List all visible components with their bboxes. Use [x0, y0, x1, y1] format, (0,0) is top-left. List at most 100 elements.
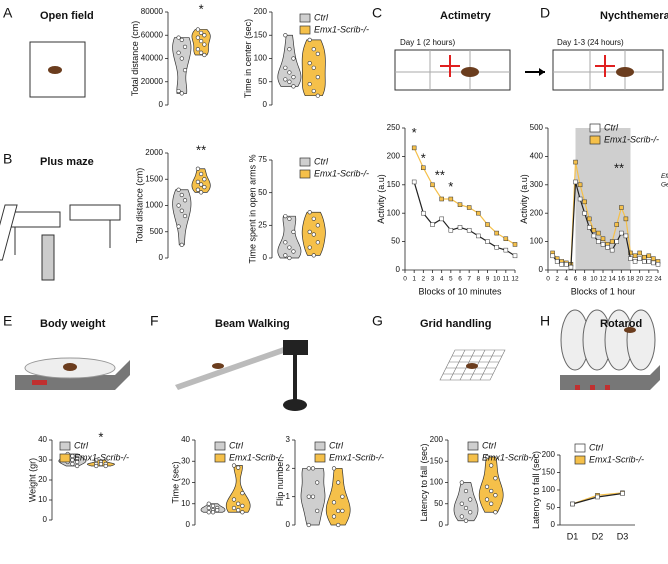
y-tick-label: 75 — [258, 155, 267, 164]
x-tick-label: 1 — [412, 276, 416, 283]
legend-label: Emx1-Scrib-/- — [314, 168, 369, 178]
data-point — [623, 233, 629, 239]
x-tick-label: 4 — [440, 276, 444, 283]
data-point — [179, 37, 184, 43]
x-tick-label: D1 — [567, 531, 579, 541]
legend-label: Ctrl — [229, 440, 244, 450]
y-axis-label: Latency to fall (sec) — [531, 451, 541, 529]
data-point — [307, 229, 312, 234]
y-tick-label: 1500 — [145, 174, 163, 183]
x-tick-label: 7 — [467, 276, 471, 283]
data-point — [202, 185, 207, 190]
data-point — [176, 50, 181, 55]
data-point — [637, 250, 642, 256]
data-point — [236, 501, 241, 506]
data-point — [70, 457, 75, 463]
legend-label: Emx1-Scrib-/- — [314, 24, 369, 34]
y-tick-label: 60000 — [141, 30, 164, 39]
panel-title: Actimetry — [440, 10, 492, 22]
data-point — [231, 463, 237, 468]
data-point — [306, 494, 311, 499]
data-point — [591, 227, 597, 233]
data-point — [457, 225, 463, 230]
y-axis-label: Latency to fall (sec) — [419, 443, 429, 521]
data-point — [315, 223, 320, 228]
data-point — [512, 242, 518, 247]
data-point — [306, 466, 311, 471]
data-point — [493, 476, 498, 481]
data-point — [646, 253, 652, 259]
data-point — [206, 510, 211, 515]
y-tick-label: 500 — [530, 123, 544, 132]
data-point — [176, 35, 181, 40]
data-point — [596, 230, 601, 236]
data-point — [457, 202, 463, 207]
data-point — [311, 216, 316, 221]
panel-letter: D — [540, 5, 550, 21]
significance: * — [98, 429, 103, 444]
y-tick-label: 1 — [286, 492, 291, 501]
y-tick-label: 0 — [396, 265, 401, 274]
data-point — [307, 37, 312, 43]
beam — [175, 340, 308, 411]
legend-swatch — [467, 441, 479, 451]
y-tick-label: 50 — [546, 503, 555, 512]
data-point — [484, 484, 490, 489]
data-point — [315, 240, 320, 245]
legend-swatch — [214, 453, 226, 463]
x-tick-label: 0 — [403, 276, 407, 283]
data-point — [600, 242, 606, 247]
data-point — [311, 88, 316, 94]
legend-label: Ctrl — [604, 122, 619, 132]
legend-label: Ctrl — [589, 442, 604, 452]
y-tick-label: 25 — [258, 220, 267, 229]
data-point — [493, 493, 498, 498]
data-point — [655, 262, 661, 267]
data-point — [283, 77, 288, 82]
violin — [325, 467, 351, 526]
arrow-head — [539, 68, 545, 76]
data-point — [195, 27, 200, 32]
data-point — [577, 196, 583, 202]
data-point — [291, 74, 296, 80]
grid — [439, 349, 506, 381]
data-point — [98, 461, 104, 467]
y-tick-label: 200 — [430, 435, 444, 444]
data-point — [619, 205, 624, 210]
data-point — [489, 501, 494, 506]
data-point — [240, 510, 245, 515]
data-point — [632, 253, 638, 259]
data-point — [182, 68, 188, 73]
x-tick-label: 6 — [574, 276, 578, 283]
x-tick-label: 4 — [565, 276, 569, 283]
data-point — [651, 256, 656, 261]
y-tick-label: 400 — [530, 152, 544, 161]
data-point — [573, 159, 578, 165]
panel-title: Rotarod — [600, 318, 642, 330]
y-tick-label: 100 — [387, 208, 401, 217]
legend-swatch — [214, 441, 226, 451]
legend-swatch — [574, 455, 586, 465]
data-point — [236, 465, 241, 470]
y-tick-label: 150 — [542, 468, 556, 477]
y-tick-label: 150 — [254, 30, 268, 39]
y-axis-label: Activity (a.u) — [376, 174, 386, 224]
panel-letter: C — [372, 5, 382, 21]
data-point — [463, 518, 469, 523]
panel-title: Body weight — [40, 318, 106, 330]
x-tick-label: 0 — [546, 276, 550, 283]
nychthemeral-cage — [552, 49, 664, 91]
data-point — [582, 199, 587, 205]
data-point — [179, 208, 184, 213]
y-axis-label: Time (sec) — [170, 461, 180, 503]
data-point — [315, 480, 320, 485]
data-point — [307, 210, 312, 215]
data-point — [554, 259, 560, 264]
y-tick-label: 0 — [186, 520, 191, 529]
panel-title: Plus maze — [40, 156, 94, 168]
data-point — [336, 480, 341, 485]
actimetry-cage — [394, 49, 511, 91]
y-axis-label: Flip number — [275, 459, 285, 507]
data-point — [94, 463, 99, 469]
